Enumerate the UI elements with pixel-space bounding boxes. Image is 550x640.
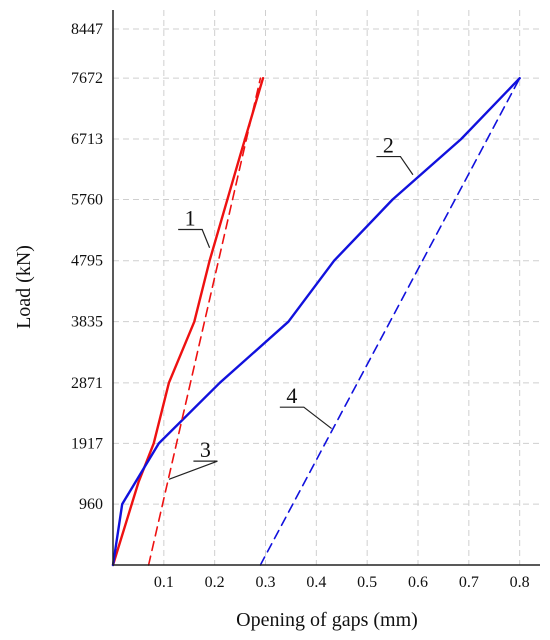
x-tick-label: 0.7 [459, 574, 479, 591]
x-tick-label: 0.3 [256, 574, 276, 591]
x-tick-label: 0.4 [306, 574, 326, 591]
grid [113, 10, 540, 565]
x-tick-label: 0.8 [510, 574, 530, 591]
callout-leader-2 [376, 155, 414, 176]
callout-leader-1 [178, 228, 211, 248]
y-tick-label: 960 [79, 496, 103, 513]
series-line-1 [111, 76, 265, 567]
callout-label-3: 3 [200, 437, 211, 462]
y-tick-label: 2871 [71, 375, 103, 392]
callout-label-2: 2 [383, 133, 394, 158]
y-tick-label: 6713 [71, 131, 103, 148]
axes [112, 10, 540, 566]
y-tick-label: 3835 [71, 314, 103, 331]
callout-leader-3 [168, 460, 218, 480]
y-tick-label: 1917 [71, 435, 103, 452]
y-axis-title: Load (kN) [13, 245, 35, 329]
series-line-4 [259, 77, 521, 566]
y-tick-label: 8447 [71, 21, 103, 38]
series-lines [111, 76, 521, 567]
y-tick-label: 4795 [71, 253, 103, 270]
callout-label-4: 4 [286, 383, 297, 408]
x-tick-label: 0.5 [357, 574, 377, 591]
y-tick-label: 7672 [71, 70, 103, 87]
tick-labels: 0.1 0.2 0.3 0.4 0.5 0.6 0.7 0.8 960 1917 2871 3835 4… [71, 21, 530, 591]
x-tick-label: 0.1 [154, 574, 174, 591]
callout-label-1: 1 [185, 206, 196, 231]
callouts: 1 2 3 4 [168, 133, 414, 480]
series-line-3 [147, 77, 262, 566]
y-tick-label: 5760 [71, 192, 103, 209]
x-tick-label: 0.6 [408, 574, 428, 591]
series-line-2 [111, 76, 521, 567]
x-axis-title: Opening of gaps (mm) [236, 609, 418, 631]
callout-leader-4 [279, 406, 332, 430]
x-tick-label: 0.2 [205, 574, 225, 591]
